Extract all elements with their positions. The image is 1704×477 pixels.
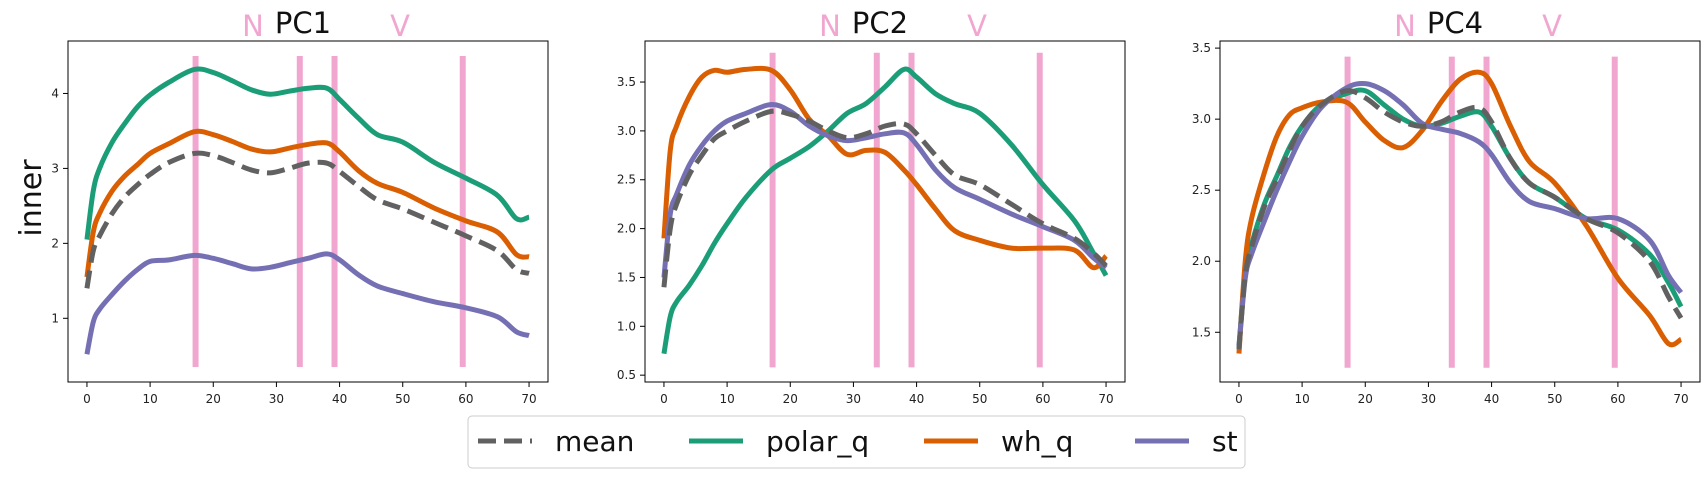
series-line-mean: [84, 150, 530, 289]
x-tick-label: 50: [972, 392, 987, 406]
series-line-mean: [661, 108, 1108, 288]
x-tick-label: 20: [783, 392, 798, 406]
x-tick-label: 60: [1035, 392, 1050, 406]
y-tick-label: 3.0: [1192, 112, 1211, 126]
legend-label-polar-q: polar_q: [766, 425, 869, 458]
y-tick-label: 2.0: [1192, 254, 1211, 268]
y-tick-label: 0.5: [617, 368, 636, 382]
y-tick-label: 1.0: [617, 319, 636, 333]
axes-frame: [1219, 40, 1701, 383]
x-tick-label: 0: [1235, 392, 1243, 406]
x-tick-label: 30: [846, 392, 861, 406]
panel-title: PC2: [852, 6, 908, 40]
title-marker-right: V: [390, 9, 410, 43]
y-tick-label: 3.5: [617, 75, 636, 89]
axes-frame: [644, 40, 1126, 383]
legend-label-st: st: [1212, 425, 1238, 458]
x-tick-label: 20: [1358, 392, 1373, 406]
y-tick-label: 3.0: [617, 124, 636, 138]
y-tick-label: 2.0: [617, 222, 636, 236]
series-line-st: [84, 251, 530, 355]
x-tick-label: 40: [909, 392, 924, 406]
series-line-polar-q: [661, 66, 1109, 355]
y-tick-label: 1: [51, 311, 59, 325]
legend-frame: [467, 415, 1246, 469]
panel-pc1: 0 10 20 30 40 50 60 70 1 2 3 4 PC1 N V: [51, 6, 549, 406]
x-tick-label: 10: [142, 392, 157, 406]
y-tick-label: 2.5: [1192, 183, 1211, 197]
y-tick-label: 2: [51, 236, 59, 250]
legend-label-mean: mean: [555, 425, 634, 458]
series-line-wh-q: [1236, 69, 1683, 354]
axes-frame: [67, 40, 549, 383]
y-tick-label: 4: [51, 86, 59, 100]
series-line-polar-q: [84, 66, 530, 240]
x-tick-label: 0: [660, 392, 668, 406]
series-line-mean: [1236, 88, 1684, 350]
x-tick-label: 70: [1098, 392, 1113, 406]
x-tick-label: 60: [458, 392, 473, 406]
x-tick-label: 50: [395, 392, 410, 406]
x-tick-label: 40: [1484, 392, 1499, 406]
x-tick-label: 20: [206, 392, 221, 406]
title-marker-left: N: [1394, 9, 1416, 43]
y-axis-label: inner: [14, 159, 49, 237]
y-tick-label: 1.5: [1192, 325, 1211, 339]
panel-title: PC4: [1427, 6, 1483, 40]
title-marker-left: N: [242, 9, 264, 43]
title-marker-right: V: [967, 9, 987, 43]
legend: mean polar_q wh_q st: [467, 415, 1246, 469]
series-line-st: [1236, 81, 1684, 347]
panel-pc2: 0 10 20 30 40 50 60 70 0.5 1.0 1.5 2.0 2.5 3.0 3.5 PC2 N…: [617, 6, 1126, 406]
x-tick-label: 70: [1673, 392, 1688, 406]
x-tick-label: 30: [269, 392, 284, 406]
x-tick-label: 10: [1294, 392, 1309, 406]
legend-label-wh-q: wh_q: [1001, 425, 1073, 458]
x-tick-label: 0: [83, 392, 91, 406]
x-tick-label: 50: [1547, 392, 1562, 406]
x-tick-label: 70: [521, 392, 536, 406]
x-tick-label: 10: [719, 392, 734, 406]
panel-pc4: 0 10 20 30 40 50 60 70 1.5 2.0 2.5 3.0 3.5 PC4 N V: [1192, 6, 1701, 406]
series-line-st: [661, 102, 1108, 278]
y-tick-label: 2.5: [617, 173, 636, 187]
y-tick-label: 3: [51, 161, 59, 175]
y-tick-label: 1.5: [617, 270, 636, 284]
x-tick-label: 40: [332, 392, 347, 406]
title-marker-left: N: [819, 9, 841, 43]
panel-title: PC1: [275, 6, 331, 40]
x-tick-label: 60: [1610, 392, 1625, 406]
series-line-wh-q: [84, 128, 530, 278]
x-tick-label: 30: [1421, 392, 1436, 406]
series-line-wh-q: [661, 65, 1108, 271]
y-tick-label: 3.5: [1192, 41, 1211, 55]
title-marker-right: V: [1542, 9, 1562, 43]
